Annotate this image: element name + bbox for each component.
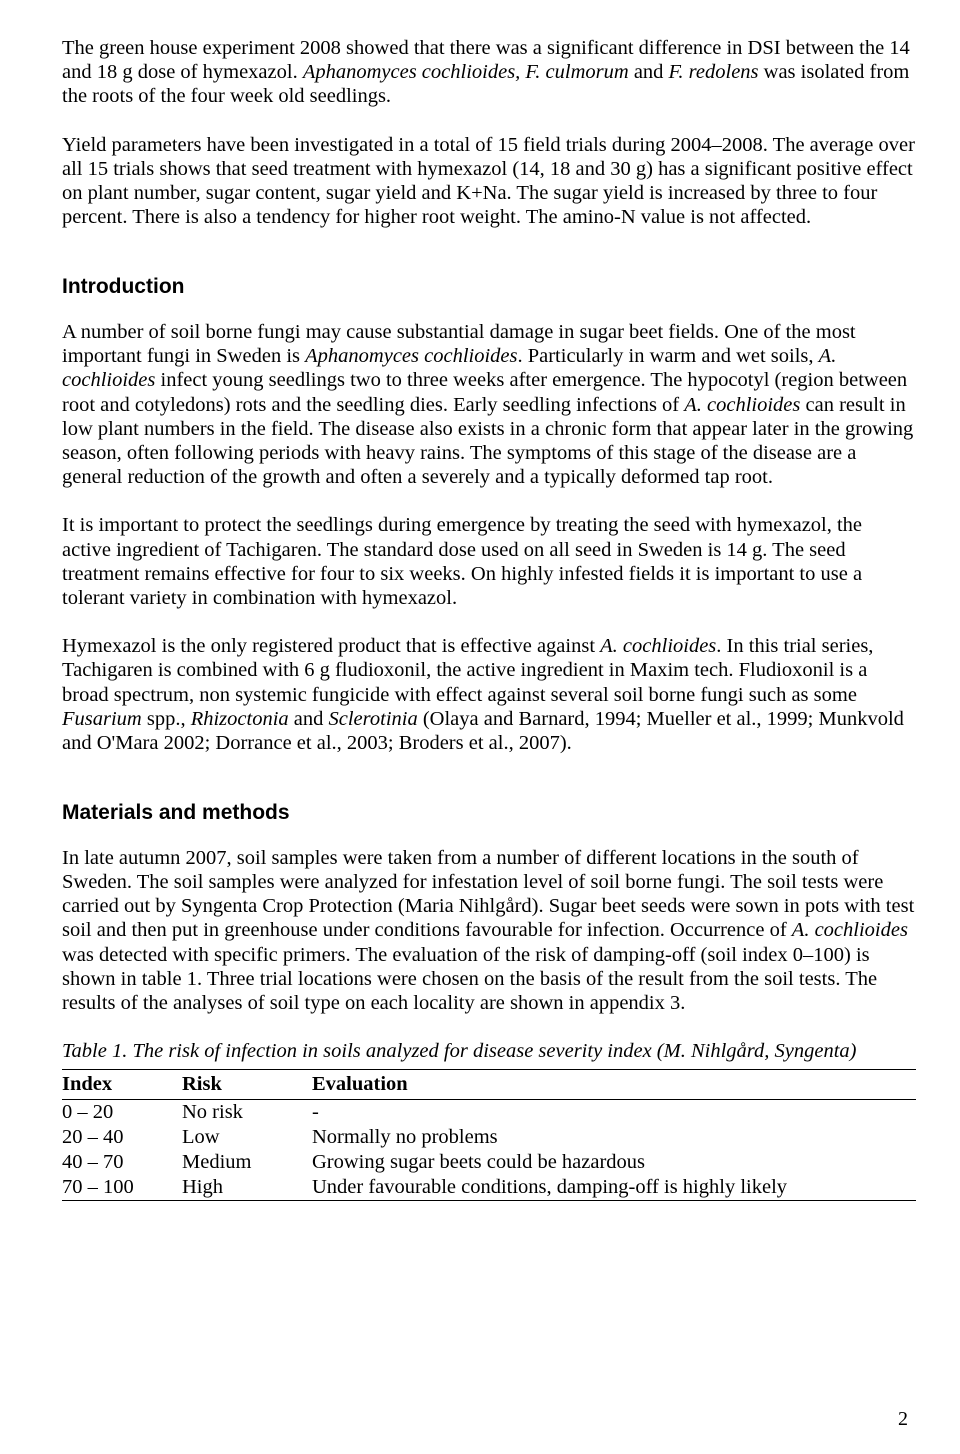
risk-table: Index Risk Evaluation 0 – 20 No risk - 2…	[62, 1069, 916, 1201]
cell-index: 20 – 40	[62, 1125, 182, 1150]
species: F. redolens	[669, 61, 759, 83]
species: Aphanomyces cochlioides, F. culmorum	[303, 61, 629, 83]
species: Rhizoctonia	[191, 708, 289, 730]
cell-eval: Growing sugar beets could be hazardous	[312, 1150, 916, 1175]
th-eval: Evaluation	[312, 1070, 916, 1099]
cell-risk: No risk	[182, 1099, 312, 1125]
table-caption: Table 1. The risk of infection in soils …	[62, 1039, 916, 1063]
text: and	[289, 708, 329, 730]
paragraph-intro-2: It is important to protect the seedlings…	[62, 513, 916, 610]
cell-risk: High	[182, 1175, 312, 1201]
cell-index: 0 – 20	[62, 1099, 182, 1125]
species: A. cochlioides	[600, 635, 716, 657]
text: spp.,	[142, 708, 191, 730]
cell-eval: -	[312, 1099, 916, 1125]
th-risk: Risk	[182, 1070, 312, 1099]
paragraph-intro-1: A number of soil borne fungi may cause s…	[62, 320, 916, 489]
table-row: 20 – 40 Low Normally no problems	[62, 1125, 916, 1150]
text: and	[629, 61, 669, 83]
table-row: 40 – 70 Medium Growing sugar beets could…	[62, 1150, 916, 1175]
heading-introduction: Introduction	[62, 275, 916, 300]
paragraph-mm: In late autumn 2007, soil samples were t…	[62, 846, 916, 1015]
cell-eval: Normally no problems	[312, 1125, 916, 1150]
species: Aphanomyces cochlioides	[305, 345, 517, 367]
cell-index: 40 – 70	[62, 1150, 182, 1175]
cell-risk: Low	[182, 1125, 312, 1150]
species: Sclerotinia	[329, 708, 418, 730]
text: . Particularly in warm and wet soils,	[517, 345, 818, 367]
text: In late autumn 2007, soil samples were t…	[62, 847, 914, 942]
cell-eval: Under favourable conditions, damping-off…	[312, 1175, 916, 1201]
table-header-row: Index Risk Evaluation	[62, 1070, 916, 1099]
text: was detected with specific primers. The …	[62, 944, 877, 1014]
cell-index: 70 – 100	[62, 1175, 182, 1201]
th-index: Index	[62, 1070, 182, 1099]
species: Fusarium	[62, 708, 142, 730]
table-row: 0 – 20 No risk -	[62, 1099, 916, 1125]
paragraph-greenhouse: The green house experiment 2008 showed t…	[62, 36, 916, 109]
page-number: 2	[898, 1408, 908, 1432]
paragraph-intro-3: Hymexazol is the only registered product…	[62, 634, 916, 755]
species: A. cochlioides	[792, 919, 908, 941]
page: The green house experiment 2008 showed t…	[0, 0, 960, 1454]
paragraph-yield: Yield parameters have been investigated …	[62, 133, 916, 230]
species: A. cochlioides	[684, 394, 800, 416]
table-row: 70 – 100 High Under favourable condition…	[62, 1175, 916, 1201]
text: Hymexazol is the only registered product…	[62, 635, 600, 657]
heading-materials-methods: Materials and methods	[62, 801, 916, 826]
cell-risk: Medium	[182, 1150, 312, 1175]
